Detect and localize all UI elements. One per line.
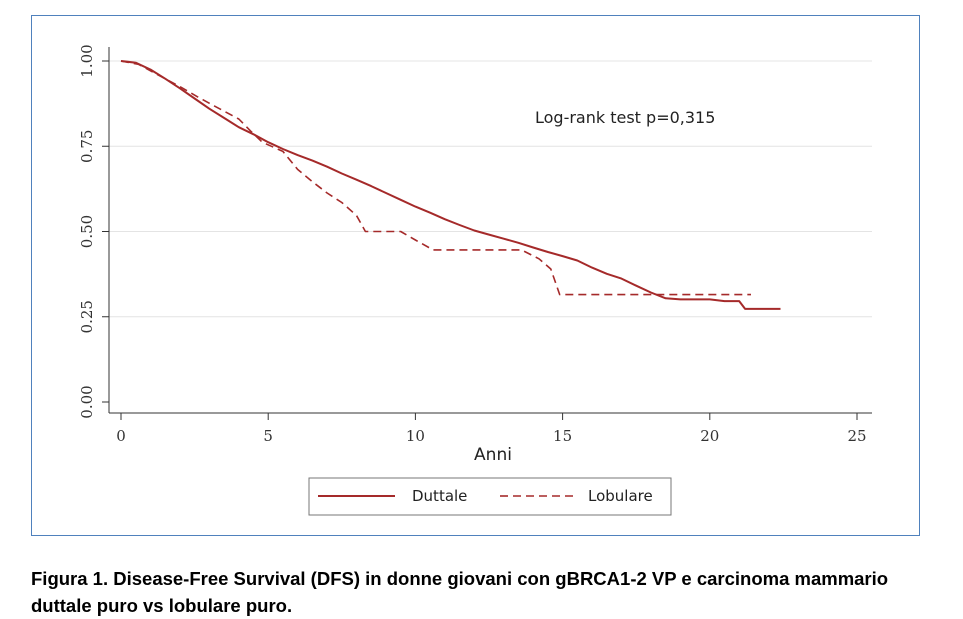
x-tick-label: 10: [406, 427, 425, 445]
legend-label-duttale: Duttale: [412, 487, 467, 505]
y-tick-labels: 0.00 0.25 0.50 0.75 1.00: [78, 44, 96, 418]
survival-chart: 0.00 0.25 0.50 0.75 1.00 0 5 10 15 20 25 Anni Log…: [78, 44, 872, 516]
y-tick-label: 0.00: [78, 385, 96, 418]
x-tick-label: 25: [847, 427, 866, 445]
x-axis-label: Anni: [474, 445, 512, 465]
log-rank-annotation: Log-rank test p=0,315: [535, 108, 715, 127]
series-line-lobulare: [120, 60, 751, 296]
legend-label-lobulare: Lobulare: [588, 487, 653, 505]
x-tick-label: 0: [116, 427, 126, 445]
y-tick-label: 0.75: [78, 130, 96, 163]
axes: [102, 47, 872, 420]
figure-caption: Figura 1. Disease-Free Survival (DFS) in…: [31, 568, 889, 616]
x-tick-label: 5: [263, 427, 273, 445]
series-line-duttale: [120, 60, 781, 310]
x-tick-label: 15: [553, 427, 572, 445]
x-tick-labels: 0 5 10 15 20 25: [116, 427, 866, 445]
figure-frame: [31, 15, 920, 536]
series-lines: [120, 60, 781, 310]
y-tick-label: 0.50: [78, 215, 96, 248]
grid-lines: [109, 60, 872, 318]
y-tick-label: 0.25: [78, 300, 96, 333]
legend: Duttale Lobulare: [308, 477, 672, 516]
x-tick-label: 20: [700, 427, 719, 445]
y-tick-label: 1.00: [78, 44, 96, 77]
